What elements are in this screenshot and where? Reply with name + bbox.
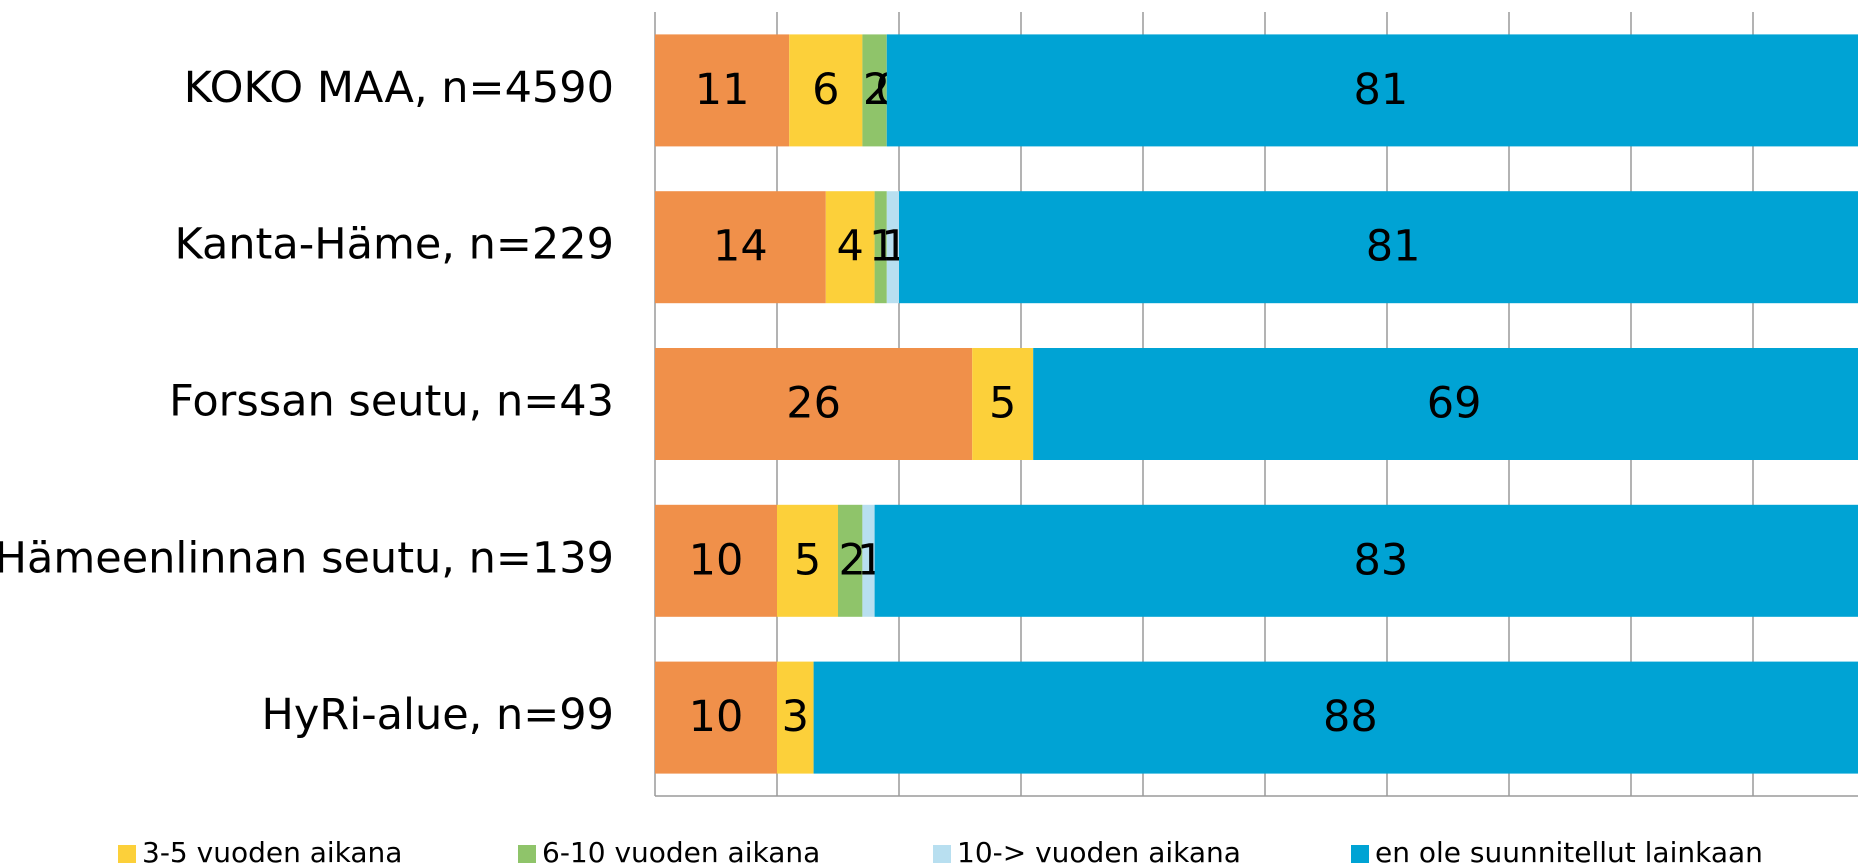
data-label: 2 (863, 65, 890, 115)
data-label: 4 (837, 222, 864, 272)
data-label: 5 (989, 379, 1016, 429)
bar-segment (874, 191, 887, 304)
bar-segment (813, 661, 1858, 774)
bar-segment (655, 504, 777, 617)
bar-segment (838, 504, 863, 617)
legend-label: 6-10 vuoden aikana (542, 836, 820, 868)
data-label: 83 (1354, 535, 1409, 585)
bar-segment (862, 504, 875, 617)
legend-label: 3-5 vuoden aikana (142, 836, 402, 868)
bar-segment (777, 661, 814, 774)
legend-label: a (0, 836, 1, 868)
data-label: 6 (812, 65, 839, 115)
bar-segment (886, 191, 899, 304)
data-label: 81 (1366, 222, 1421, 272)
legend-label: 10-> vuoden aikana (957, 836, 1241, 868)
data-label: 81 (1354, 65, 1409, 115)
bar-segment (655, 34, 790, 147)
bar-segment (899, 191, 1858, 304)
data-label: 14 (713, 222, 768, 272)
data-label: 88 (1323, 692, 1378, 742)
legend-swatch (518, 845, 536, 863)
legend-swatch (1351, 845, 1369, 863)
bar-segment (874, 504, 1858, 617)
bar-segment (1033, 348, 1858, 460)
bar-segment (886, 34, 1858, 147)
category-label: Forssan seutu, n=43 (169, 377, 614, 427)
legend-swatch (933, 845, 951, 863)
data-label: 11 (695, 65, 750, 115)
bar-segment (862, 34, 887, 147)
data-label: 2 (839, 535, 866, 585)
bar-segment (655, 661, 777, 774)
category-label: KOKO MAA, n=4590 (184, 63, 614, 113)
bar-segment (655, 348, 973, 460)
legend-label: en ole suunnitellut lainkaan (1375, 836, 1763, 868)
bar-segment (825, 191, 875, 304)
bar-segment (789, 34, 863, 147)
category-label: Hämeenlinnan seutu, n=139 (0, 533, 614, 583)
data-label: 5 (794, 535, 821, 585)
data-label: 10 (689, 692, 744, 742)
bar-segment (972, 348, 1034, 460)
category-label: Kanta-Häme, n=229 (175, 220, 615, 270)
legend-swatch (118, 845, 136, 863)
category-label: HyRi-alue, n=99 (262, 690, 614, 740)
bar-segment (777, 504, 838, 617)
data-label: 10 (689, 535, 744, 585)
data-label: 26 (786, 379, 841, 429)
data-label: 3 (782, 692, 809, 742)
data-label: 69 (1427, 379, 1482, 429)
bar-segment (655, 191, 826, 304)
